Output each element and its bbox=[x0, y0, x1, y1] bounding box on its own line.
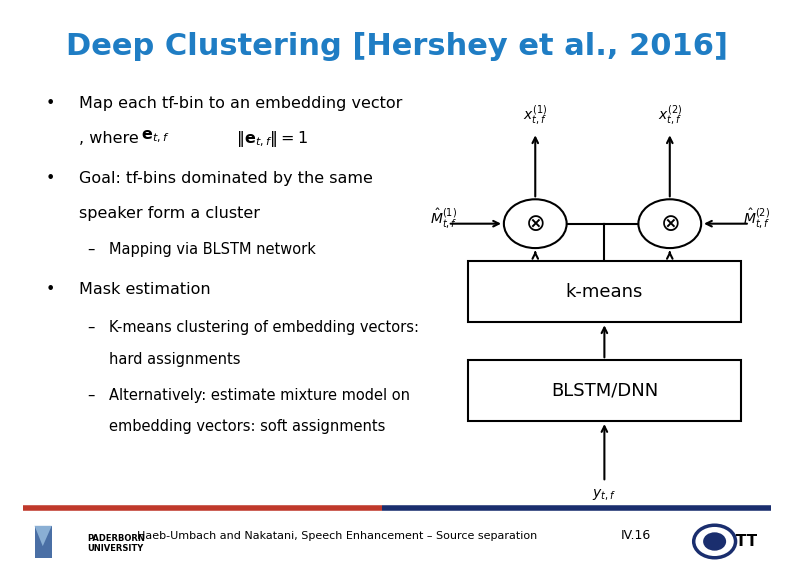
FancyBboxPatch shape bbox=[468, 360, 741, 421]
Text: NTT: NTT bbox=[723, 534, 757, 549]
Text: $x^{(1)}_{t,f}$: $x^{(1)}_{t,f}$ bbox=[523, 103, 547, 127]
Text: •: • bbox=[46, 282, 55, 297]
Text: PADERBORN
UNIVERSITY: PADERBORN UNIVERSITY bbox=[87, 533, 145, 553]
Text: –: – bbox=[87, 242, 94, 257]
Text: hard assignments: hard assignments bbox=[110, 352, 241, 367]
Text: Deep Clustering [Hershey et al., 2016]: Deep Clustering [Hershey et al., 2016] bbox=[66, 32, 728, 61]
Polygon shape bbox=[34, 526, 52, 546]
Text: –: – bbox=[87, 320, 94, 335]
Text: $\otimes$: $\otimes$ bbox=[526, 211, 545, 236]
Text: IV.16: IV.16 bbox=[621, 529, 651, 542]
Text: Map each tf-bin to an embedding vector: Map each tf-bin to an embedding vector bbox=[79, 96, 403, 111]
Text: speaker form a cluster: speaker form a cluster bbox=[79, 206, 260, 221]
Circle shape bbox=[694, 525, 735, 558]
Text: embedding vectors: soft assignments: embedding vectors: soft assignments bbox=[110, 419, 386, 435]
Text: •: • bbox=[46, 171, 55, 187]
Text: Goal: tf-bins dominated by the same: Goal: tf-bins dominated by the same bbox=[79, 171, 373, 187]
Text: $x^{(2)}_{t,f}$: $x^{(2)}_{t,f}$ bbox=[657, 103, 682, 127]
Text: Mask estimation: Mask estimation bbox=[79, 282, 211, 297]
Text: $\|\mathbf{e}_{t,f}\| = 1$: $\|\mathbf{e}_{t,f}\| = 1$ bbox=[237, 129, 308, 149]
Text: $\mathbf{e}_{t,f}$: $\mathbf{e}_{t,f}$ bbox=[141, 129, 170, 145]
Text: , where: , where bbox=[79, 131, 139, 146]
Text: Mapping via BLSTM network: Mapping via BLSTM network bbox=[110, 242, 316, 257]
Text: $\hat{M}^{(2)}_{t,f}$: $\hat{M}^{(2)}_{t,f}$ bbox=[743, 206, 771, 230]
Text: k-means: k-means bbox=[565, 283, 643, 301]
Polygon shape bbox=[34, 526, 52, 558]
Text: •: • bbox=[46, 96, 55, 111]
Text: –: – bbox=[87, 388, 94, 403]
Text: K-means clustering of embedding vectors:: K-means clustering of embedding vectors: bbox=[110, 320, 419, 335]
Text: Haeb-Umbach and Nakatani, Speech Enhancement – Source separation: Haeb-Umbach and Nakatani, Speech Enhance… bbox=[137, 530, 538, 541]
Text: $\hat{M}^{(1)}_{t,f}$: $\hat{M}^{(1)}_{t,f}$ bbox=[430, 206, 458, 230]
Text: BLSTM/DNN: BLSTM/DNN bbox=[551, 382, 658, 400]
Circle shape bbox=[638, 199, 701, 248]
Text: $y_{t,f}$: $y_{t,f}$ bbox=[592, 488, 616, 503]
Circle shape bbox=[504, 199, 567, 248]
Text: $\otimes$: $\otimes$ bbox=[660, 211, 680, 236]
Circle shape bbox=[704, 533, 725, 550]
FancyBboxPatch shape bbox=[468, 261, 741, 322]
Text: Alternatively: estimate mixture model on: Alternatively: estimate mixture model on bbox=[110, 388, 410, 403]
